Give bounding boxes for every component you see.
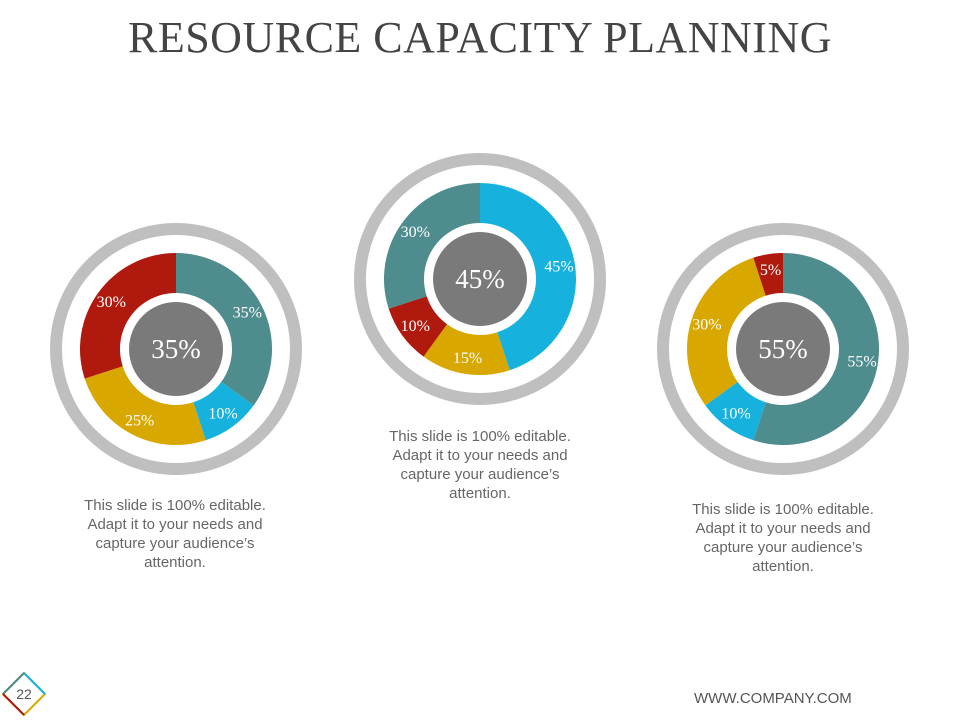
donut-slice-2	[193, 381, 254, 441]
donut-chart-1: 35% 10% 25% 30% 35%	[50, 223, 302, 475]
caption-line: attention.	[752, 558, 814, 575]
caption-line: This slide is 100% editable.	[389, 428, 571, 445]
donut-slice-3	[84, 366, 206, 445]
donut-slice-3	[687, 257, 766, 406]
caption-line: Adapt it to your needs and	[392, 447, 568, 464]
caption-line: Adapt it to your needs and	[695, 520, 871, 537]
donut-slice-4	[384, 183, 480, 309]
donut-slice-4	[753, 253, 783, 296]
center-disc	[736, 302, 830, 396]
slice-label: 45%	[544, 258, 573, 275]
donut-slice-1	[176, 253, 272, 406]
caption-line: capture your audience’s	[400, 466, 560, 483]
center-label: 55%	[758, 334, 808, 364]
donut-slice-1	[480, 183, 576, 371]
chart-caption-1: This slide is 100% editable. Adapt it to…	[60, 496, 290, 572]
caption-line: This slide is 100% editable.	[692, 501, 874, 518]
caption-line: Adapt it to your needs and	[87, 516, 263, 533]
donut-slice-2	[705, 381, 766, 441]
slice-label: 10%	[721, 406, 750, 423]
footer-website: WWW.COMPANY.COM	[694, 690, 852, 707]
slice-label: 30%	[692, 316, 721, 333]
page-number: 22	[16, 686, 32, 702]
center-disc	[129, 302, 223, 396]
donut-slice-2	[423, 324, 510, 375]
slice-label: 10%	[401, 318, 430, 335]
slice-label: 5%	[760, 262, 781, 279]
outer-ring	[354, 153, 606, 405]
outer-ring	[50, 223, 302, 475]
slide-title: RESOURCE CAPACITY PLANNING	[127, 13, 833, 62]
center-disc	[433, 232, 527, 326]
slice-label: 55%	[847, 354, 876, 371]
page-number-badge: 22	[1, 671, 47, 717]
donut-slice-1	[753, 253, 879, 445]
donut-chart-3: 55% 10% 30% 5% 55%	[657, 223, 909, 475]
donut-slice-3	[388, 296, 448, 357]
caption-line: This slide is 100% editable.	[84, 497, 266, 514]
outer-ring	[657, 223, 909, 475]
center-label: 45%	[455, 264, 505, 294]
slice-label: 30%	[97, 294, 126, 311]
chart-caption-3: This slide is 100% editable. Adapt it to…	[668, 500, 898, 576]
caption-line: capture your audience’s	[703, 539, 863, 556]
caption-line: attention.	[144, 554, 206, 571]
chart-caption-2: This slide is 100% editable. Adapt it to…	[365, 427, 595, 503]
slice-label: 15%	[453, 350, 482, 367]
caption-line: attention.	[449, 485, 511, 502]
donut-chart-2: 45% 15% 10% 30% 45%	[354, 153, 606, 405]
center-label: 35%	[151, 334, 201, 364]
slice-label: 30%	[401, 224, 430, 241]
slice-label: 10%	[208, 406, 237, 423]
donut-slice-4	[80, 253, 176, 379]
caption-line: capture your audience’s	[95, 535, 255, 552]
slice-label: 35%	[233, 305, 262, 322]
slice-label: 25%	[125, 412, 154, 429]
